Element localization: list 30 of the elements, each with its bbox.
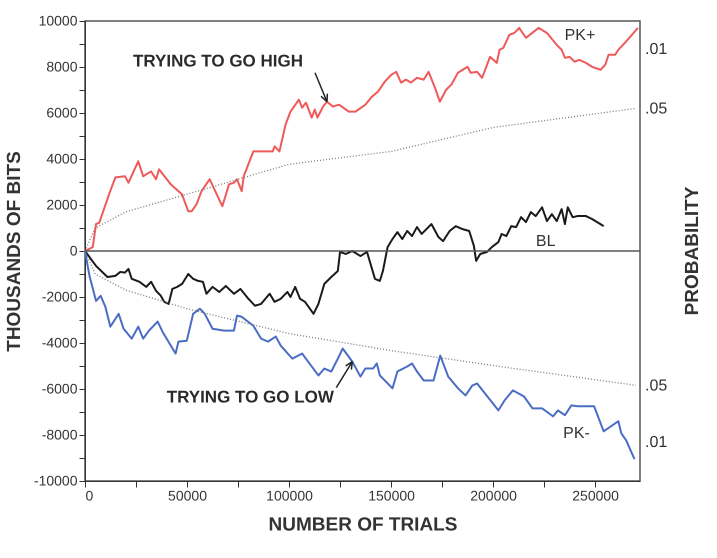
y-tick-label: 2000 bbox=[46, 196, 78, 212]
text: .01 bbox=[645, 434, 668, 451]
x-axis-title: NUMBER OF TRIALS bbox=[268, 514, 458, 536]
y-tick-label: 6000 bbox=[46, 104, 78, 120]
x-tick-label: 50000 bbox=[168, 488, 208, 504]
text: .01 bbox=[645, 41, 668, 58]
y-tick-label: 4000 bbox=[46, 150, 78, 166]
y-tick-label: 0 bbox=[70, 242, 78, 258]
x-tick-label: 200000 bbox=[470, 488, 518, 504]
y-tick-label: -2000 bbox=[42, 288, 78, 304]
y-axis-title: THOUSANDS OF BITS bbox=[4, 151, 25, 352]
series-label: BL bbox=[536, 233, 556, 250]
y2-axis-title: PROBABILITY bbox=[682, 186, 703, 316]
annotation: .05 bbox=[645, 100, 668, 118]
y-tick-label: -6000 bbox=[42, 380, 78, 396]
annotation: .05 bbox=[645, 377, 668, 394]
line-series bbox=[84, 206, 605, 315]
annotation: TRYING TO GO HIGH bbox=[132, 52, 304, 71]
y-tick-label: -10000 bbox=[34, 472, 78, 488]
annotation: TRYING TO GO LOW bbox=[166, 388, 335, 407]
x-tick-label: 100000 bbox=[266, 488, 314, 504]
y-tick-label: 10000 bbox=[38, 12, 78, 28]
x-tick-label: 250000 bbox=[572, 488, 620, 504]
x-tick-label: 150000 bbox=[368, 488, 416, 504]
series-label: PK+ bbox=[564, 26, 596, 44]
series-label: PK- bbox=[563, 425, 590, 442]
y-tick-label: -8000 bbox=[42, 426, 78, 442]
x-tick-label: 0 bbox=[86, 488, 94, 504]
y-tick-label: -4000 bbox=[42, 334, 78, 350]
y-tick-label: 8000 bbox=[46, 58, 78, 74]
